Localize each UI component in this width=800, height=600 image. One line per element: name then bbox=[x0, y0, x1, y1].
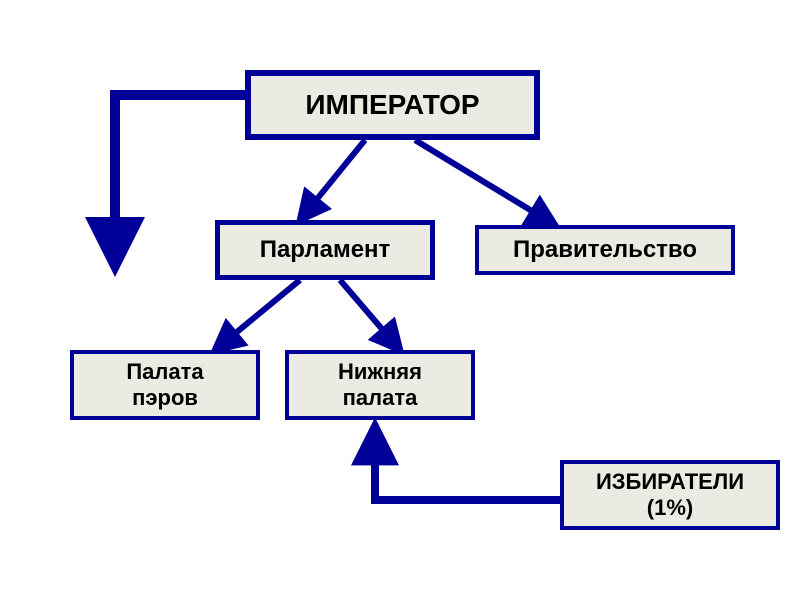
edge bbox=[375, 427, 560, 500]
node-emperor: ИМПЕРАТОР bbox=[245, 70, 540, 140]
node-label: Правительство bbox=[513, 236, 697, 265]
node-label: ИЗБИРАТЕЛИ (1%) bbox=[596, 469, 744, 522]
edge bbox=[300, 140, 365, 220]
node-government: Правительство bbox=[475, 225, 735, 275]
edge bbox=[415, 140, 555, 225]
node-voters: ИЗБИРАТЕЛИ (1%) bbox=[560, 460, 780, 530]
node-label: ИМПЕРАТОР bbox=[305, 88, 479, 122]
edge bbox=[215, 280, 300, 350]
edge bbox=[340, 280, 400, 350]
node-parliament: Парламент bbox=[215, 220, 435, 280]
node-label: Нижняя палата bbox=[338, 359, 422, 412]
node-peers: Палата пэров bbox=[70, 350, 260, 420]
node-label: Палата пэров bbox=[126, 359, 203, 412]
node-lower: Нижняя палата bbox=[285, 350, 475, 420]
node-label: Парламент bbox=[260, 236, 391, 265]
